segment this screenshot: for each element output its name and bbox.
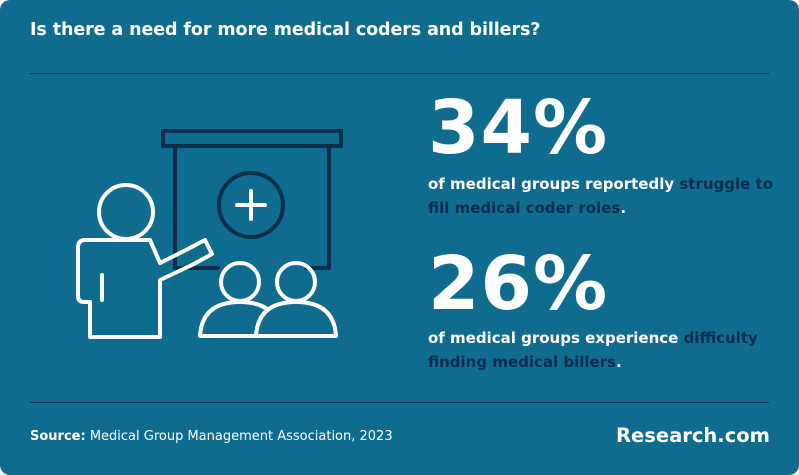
stat-text-lead: of medical groups experience [428,329,684,347]
stat-description-coders: of medical groups reportedly struggle to… [428,172,788,220]
presentation-board-icon [161,129,343,270]
stat-text-end: . [616,353,622,371]
stat-text-end: . [620,199,627,217]
stat-highlight: struggle to fill medical coder roles [428,175,774,217]
stat-number-coders: 34% [428,85,609,171]
top-divider [30,73,769,74]
source-label: Source: [30,429,86,444]
audience-icon [198,261,338,338]
medical-plus-icon [217,171,285,239]
source-text: Medical Group Management Association, 20… [85,429,393,444]
stat-number-billers: 26% [428,241,609,327]
stat-description-billers: of medical groups experience difficulty … [428,326,788,374]
source-citation: Source: Medical Group Management Associa… [30,429,393,444]
page-title: Is there a need for more medical coders … [30,20,541,40]
presenter-icon [76,183,214,339]
presentation-illustration [76,129,343,339]
stat-text-lead: of medical groups reportedly [428,175,680,193]
brand-logo: Research.com [616,424,770,447]
bottom-divider [30,402,769,403]
stat-highlight: difficulty finding medical billers [428,329,758,371]
